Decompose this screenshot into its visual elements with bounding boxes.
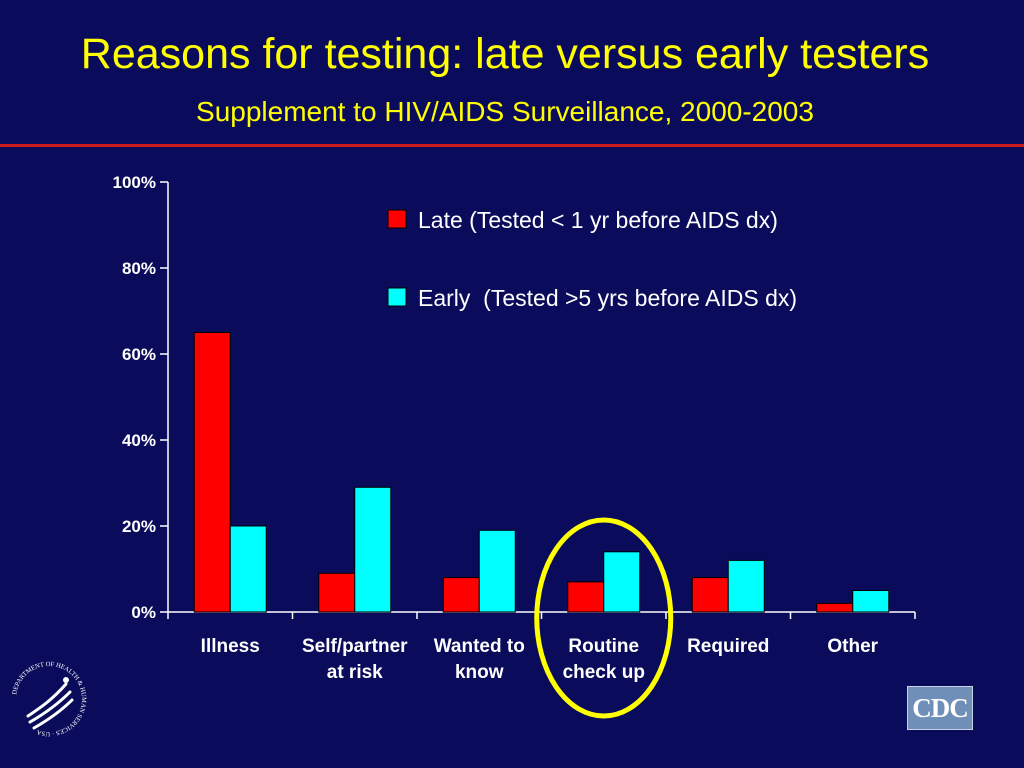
bar-late: [567, 581, 605, 613]
y-tick-label: 100%: [113, 173, 156, 192]
bar-late: [318, 572, 356, 613]
x-category-label: Illness: [201, 636, 260, 657]
x-category-label: Routine: [568, 636, 639, 657]
title-divider: [0, 144, 1024, 147]
highlight-circle: [534, 517, 674, 719]
bar-early: [354, 486, 392, 613]
hhs-eagle-seal-icon: DEPARTMENT OF HEALTH & HUMAN SERVICES · …: [11, 661, 87, 737]
bar-early: [478, 529, 516, 613]
bar-early: [603, 551, 641, 613]
bar-late: [193, 332, 231, 613]
legend-swatch: [387, 209, 407, 229]
x-category-label: know: [455, 662, 504, 683]
y-tick-label: 0%: [131, 603, 156, 622]
bar-late: [691, 577, 729, 613]
x-category-label: Required: [687, 636, 769, 657]
x-category-label: check up: [563, 662, 645, 683]
bar-late: [442, 577, 480, 613]
x-category-label: Wanted to: [434, 636, 525, 657]
cdc-logo: CDC: [907, 686, 973, 730]
x-category-label: at risk: [327, 662, 383, 683]
y-tick-label: 60%: [122, 345, 156, 364]
bar-early: [727, 559, 765, 613]
bar-early: [229, 525, 267, 613]
y-tick-label: 20%: [122, 517, 156, 536]
legend-label: Early (Tested >5 yrs before AIDS dx): [418, 285, 797, 311]
y-tick-label: 40%: [122, 431, 156, 450]
slide-subtitle: Supplement to HIV/AIDS Surveillance, 200…: [196, 96, 814, 127]
x-category-label: Self/partner: [302, 636, 408, 657]
slide-title: Reasons for testing: late versus early t…: [80, 30, 930, 78]
bar-early: [852, 590, 890, 613]
legend-swatch: [387, 287, 407, 307]
y-tick-label: 80%: [122, 259, 156, 278]
legend-label: Late (Tested < 1 yr before AIDS dx): [418, 207, 778, 233]
bar-late: [816, 602, 854, 613]
x-category-label: Other: [827, 636, 878, 657]
